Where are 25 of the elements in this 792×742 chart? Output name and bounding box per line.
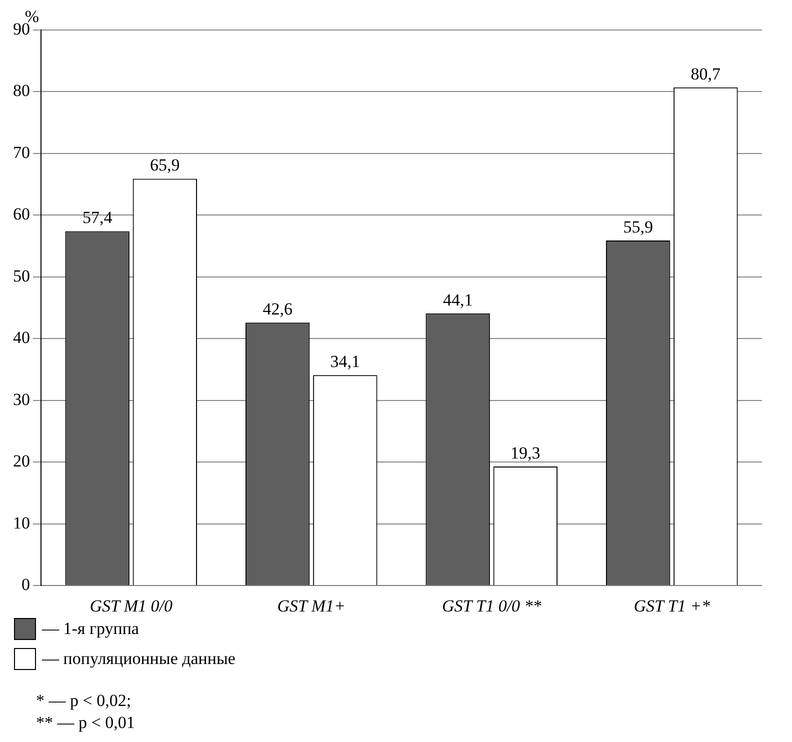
legend-label: — популяционные данные	[42, 649, 236, 669]
x-tick-label: GST T1 0/0 **	[442, 596, 542, 616]
y-tick-label: 70	[13, 142, 30, 162]
x-tick-label: GST M1+	[277, 596, 346, 616]
y-tick-label: 10	[13, 513, 30, 532]
data-label: 34,1	[330, 352, 360, 372]
data-label: 65,9	[150, 156, 180, 175]
y-tick-label: 80	[13, 81, 30, 100]
y-tick-label: 20	[13, 452, 30, 471]
y-tick-label: 0	[22, 575, 30, 594]
text: * — p < 0,02;	[36, 690, 132, 712]
y-tick-label: 40	[13, 328, 30, 348]
data-label: 19,3	[510, 443, 540, 462]
text: ** — p < 0,01	[36, 712, 135, 734]
data-label: 42,6	[262, 300, 292, 319]
data-label: 57,4	[82, 208, 113, 228]
data-label: 44,1	[442, 290, 473, 310]
y-tick-label: 60	[13, 204, 30, 224]
y-tick-label: 50	[13, 266, 30, 286]
data-label: 80,7	[690, 64, 722, 84]
legend-label: — 1-я группа	[42, 619, 139, 639]
x-tick-label: GST T1 +*	[634, 596, 711, 616]
x-tick-label: GST M1 0/0	[90, 596, 174, 616]
y-tick-label: 30	[13, 390, 30, 409]
data-label: 55,9	[623, 217, 653, 236]
